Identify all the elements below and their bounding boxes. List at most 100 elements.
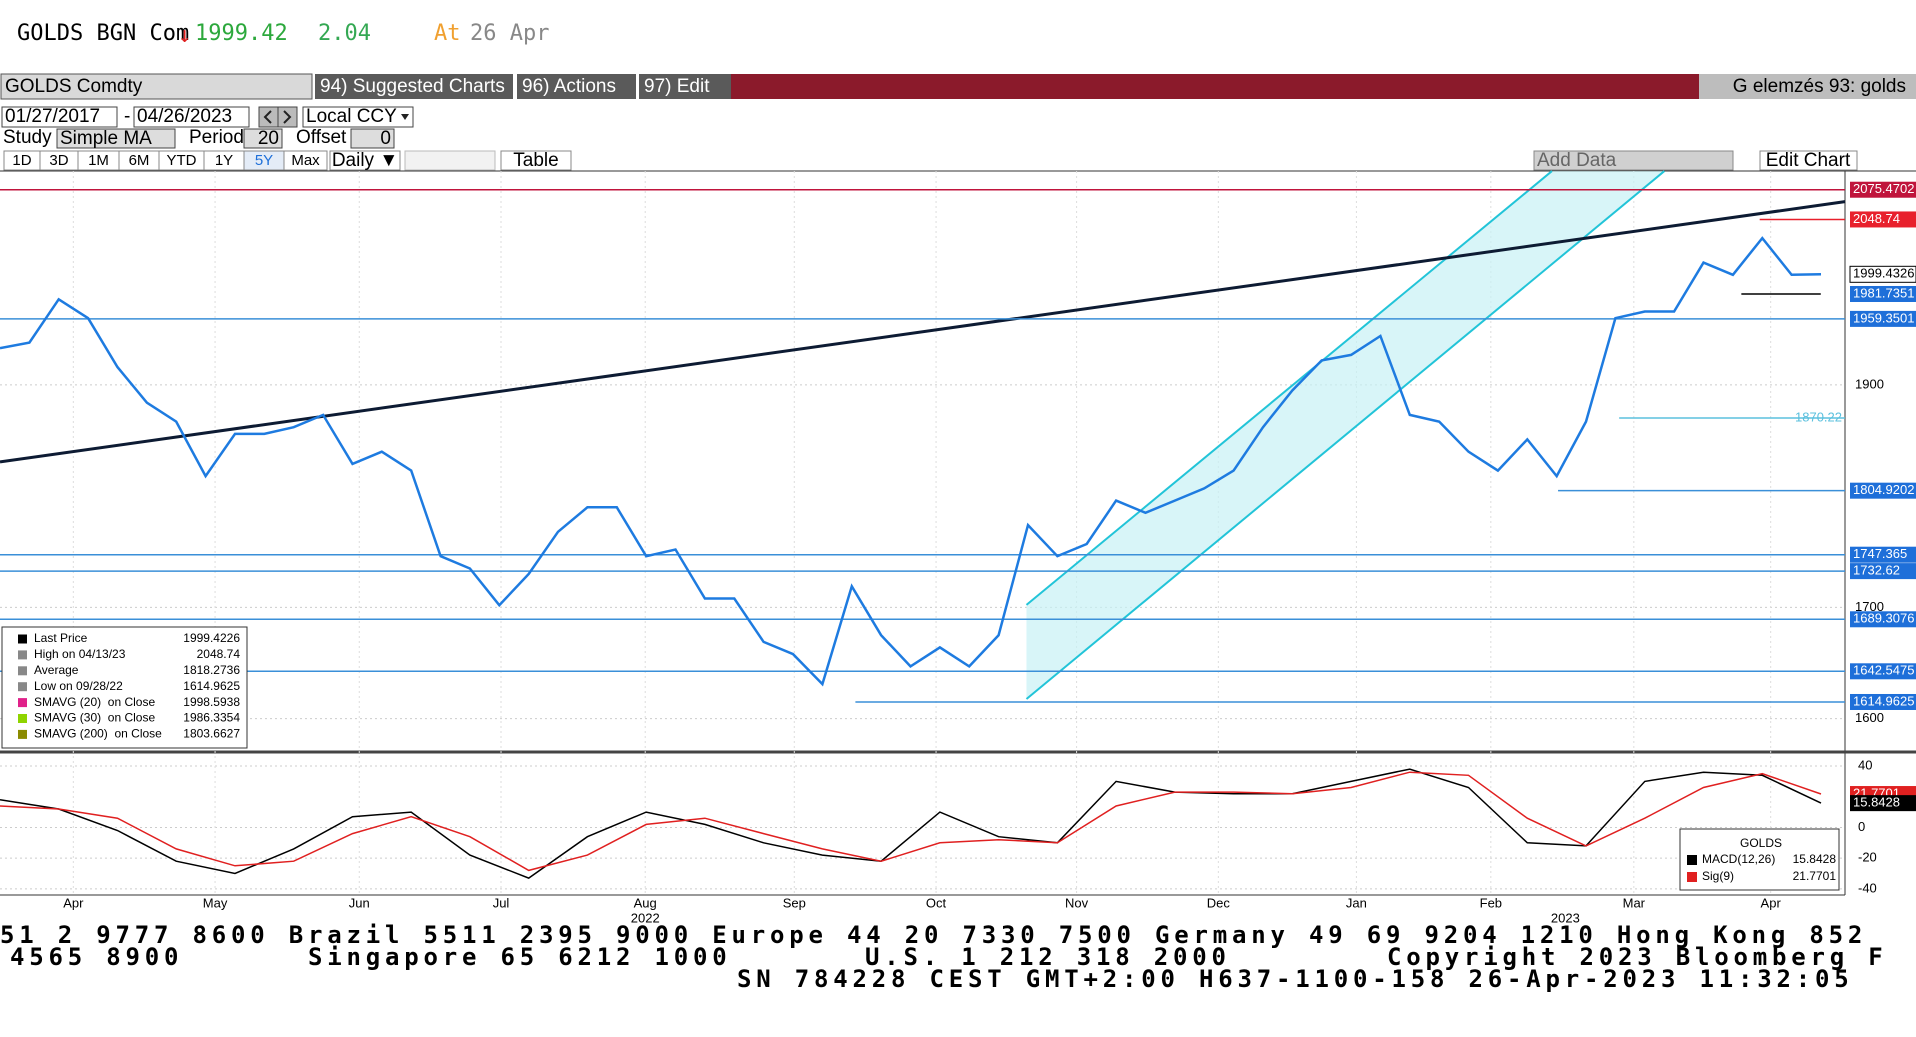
level-label: 1732.62: [1853, 563, 1900, 578]
legend-value: 1999.4226: [183, 631, 240, 645]
level-label: 1870.22: [1795, 409, 1842, 424]
level-box: [1850, 285, 1916, 302]
legend-value: 21.7701: [1793, 869, 1837, 883]
frequency-select[interactable]: [329, 150, 401, 171]
offset-input[interactable]: [350, 128, 395, 149]
level-box: [1850, 546, 1916, 563]
channel-line: [1025, 170, 1553, 606]
level-box: [1850, 310, 1916, 327]
level-box: [1850, 611, 1916, 628]
legend-label: Average: [34, 663, 79, 677]
series-line: [0, 771, 1822, 872]
level-box: [1850, 181, 1916, 198]
ticker-line: Singapore 65 6212 1000: [308, 943, 731, 971]
window-title: G elemzés 93: golds: [1733, 76, 1906, 97]
macd-label-box: [1850, 795, 1916, 812]
suggested-button[interactable]: [315, 74, 513, 99]
legend-swatch: [18, 714, 27, 723]
title-box: [1699, 74, 1916, 99]
prev-button[interactable]: [258, 106, 279, 128]
series-line: [0, 768, 1822, 879]
level-box: [1850, 693, 1916, 710]
ticker-line: 51 2 9777 8600 Brazil 5511 2395 9000 Eur…: [0, 921, 1867, 949]
level-label: 1747.365: [1853, 546, 1907, 561]
end-date: 04/26/2023: [137, 106, 232, 127]
end-date-input[interactable]: [133, 106, 250, 128]
level-box: [1849, 265, 1916, 283]
ticker-line: 4565 8900: [10, 943, 183, 971]
edit-chart-button[interactable]: [1759, 150, 1858, 171]
add-data: Add Data: [1537, 150, 1617, 171]
range-label: 5Y: [255, 152, 273, 169]
level-box: [1850, 563, 1916, 580]
y-tick-label: 40: [1858, 757, 1872, 772]
table-button[interactable]: [500, 150, 572, 171]
level-label: 1999.4326: [1853, 266, 1914, 281]
frequency: Daily ▼: [332, 150, 398, 171]
offset-label: Offset: [296, 127, 347, 148]
range-label: 1Y: [215, 152, 233, 169]
legend-value: 1986.3354: [183, 711, 240, 725]
y-tick-label: 1900: [1855, 376, 1884, 391]
x-tick-label: Apr: [1761, 895, 1782, 910]
range-label: 1D: [12, 152, 31, 169]
x-tick-label: Jul: [493, 895, 510, 910]
x-tick-label: Oct: [926, 895, 947, 910]
legend-swatch: [18, 682, 27, 692]
period-input[interactable]: [243, 128, 283, 149]
y-tick-label: -40: [1858, 880, 1877, 895]
edit-chart: Edit Chart: [1766, 150, 1851, 171]
level-label: 2048.74: [1853, 211, 1900, 226]
level-box: [1850, 663, 1916, 680]
dash: -: [124, 106, 130, 127]
start-date: 01/27/2017: [5, 106, 100, 127]
actions-button[interactable]: [517, 74, 636, 99]
edit-button[interactable]: [639, 74, 731, 99]
trend-line: [0, 200, 1846, 464]
level-label: 1689.3076: [1853, 611, 1914, 626]
arrows: [263, 110, 292, 124]
period: 20: [258, 128, 279, 149]
edit: 97) Edit: [644, 76, 710, 97]
level-label: 1804.9202: [1853, 482, 1914, 497]
range-label: 6M: [129, 152, 150, 169]
next-button[interactable]: [277, 106, 298, 128]
channel-line: [1025, 170, 1666, 700]
x-tick-label: May: [203, 895, 228, 910]
range-label: 3D: [49, 152, 68, 169]
range-buttons: 1D 3D 1M 6M YTD 1Y 5Y Max: [3, 150, 328, 171]
legend-box: [1, 626, 248, 749]
x-tick-label: Mar: [1623, 895, 1646, 910]
range-label: YTD: [167, 152, 197, 169]
currency-select[interactable]: [302, 106, 414, 128]
start-date-input[interactable]: [1, 106, 118, 128]
study-select[interactable]: [56, 128, 176, 149]
level-label: 1614.9625: [1853, 693, 1914, 708]
ticker-line: U.S. 1 212 318 2000: [865, 943, 1231, 971]
actions: 96) Actions: [522, 76, 616, 97]
x-tick-label: Jun: [349, 895, 370, 910]
x-tick-label: Jan: [1346, 895, 1367, 910]
legend-swatch: [18, 650, 27, 660]
x-tick-label: Nov: [1065, 895, 1089, 910]
security-input[interactable]: [0, 73, 313, 100]
tool-icons[interactable]: [404, 150, 496, 171]
add-data-input[interactable]: [1533, 150, 1734, 171]
legend-swatch: [18, 634, 27, 644]
level-label: 1981.7351: [1853, 285, 1914, 300]
legend-value: 1614.9625: [183, 679, 240, 693]
macd-legend-box: [1679, 828, 1840, 891]
date: 26 Apr: [470, 21, 549, 46]
year-label: 2023: [1551, 910, 1580, 925]
currency: Local CCY: [306, 106, 397, 127]
legend-value: 1803.6627: [183, 727, 240, 741]
level-label: 2075.4702: [1853, 181, 1914, 196]
range-button[interactable]: [283, 150, 328, 171]
legend-value: 1998.5938: [183, 695, 240, 709]
legend-label: High on 04/13/23: [34, 647, 126, 661]
macd-label: 15.8428: [1853, 795, 1900, 810]
y-tick-label: 1700: [1855, 599, 1884, 614]
range-label: 1M: [88, 152, 109, 169]
offset: 0: [380, 128, 391, 149]
